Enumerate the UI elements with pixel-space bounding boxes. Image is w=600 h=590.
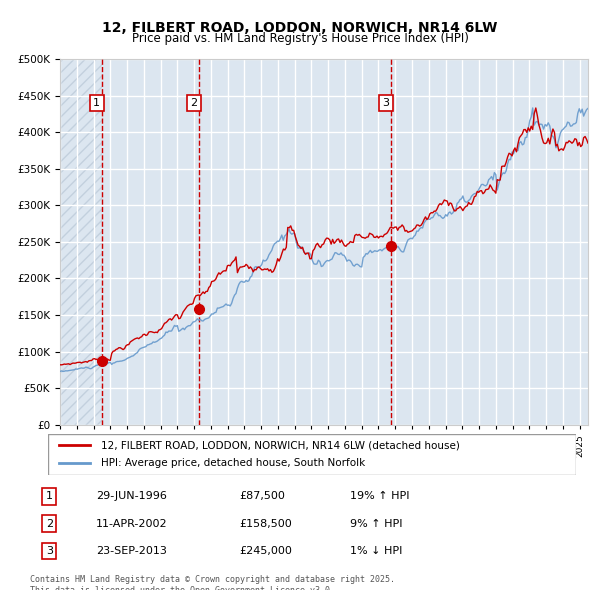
Text: 19% ↑ HPI: 19% ↑ HPI — [350, 491, 410, 502]
Text: £158,500: £158,500 — [240, 519, 293, 529]
Bar — [60, 59, 102, 425]
Text: 3: 3 — [382, 98, 389, 108]
Text: Contains HM Land Registry data © Crown copyright and database right 2025.
This d: Contains HM Land Registry data © Crown c… — [30, 575, 395, 590]
Text: 29-JUN-1996: 29-JUN-1996 — [96, 491, 167, 502]
Text: 9% ↑ HPI: 9% ↑ HPI — [350, 519, 403, 529]
Text: 1: 1 — [46, 491, 53, 502]
Text: HPI: Average price, detached house, South Norfolk: HPI: Average price, detached house, Sout… — [101, 458, 365, 468]
Text: 12, FILBERT ROAD, LODDON, NORWICH, NR14 6LW (detached house): 12, FILBERT ROAD, LODDON, NORWICH, NR14 … — [101, 440, 460, 450]
Text: Price paid vs. HM Land Registry's House Price Index (HPI): Price paid vs. HM Land Registry's House … — [131, 32, 469, 45]
Bar — [60, 59, 102, 425]
Text: 12, FILBERT ROAD, LODDON, NORWICH, NR14 6LW: 12, FILBERT ROAD, LODDON, NORWICH, NR14 … — [103, 21, 497, 35]
Text: 2: 2 — [46, 519, 53, 529]
Text: £245,000: £245,000 — [240, 546, 293, 556]
Text: 1: 1 — [93, 98, 100, 108]
Text: 1% ↓ HPI: 1% ↓ HPI — [350, 546, 403, 556]
Text: £87,500: £87,500 — [240, 491, 286, 502]
Text: 2: 2 — [190, 98, 197, 108]
FancyBboxPatch shape — [48, 434, 576, 475]
Text: 3: 3 — [46, 546, 53, 556]
Text: 23-SEP-2013: 23-SEP-2013 — [96, 546, 167, 556]
Text: 11-APR-2002: 11-APR-2002 — [96, 519, 168, 529]
